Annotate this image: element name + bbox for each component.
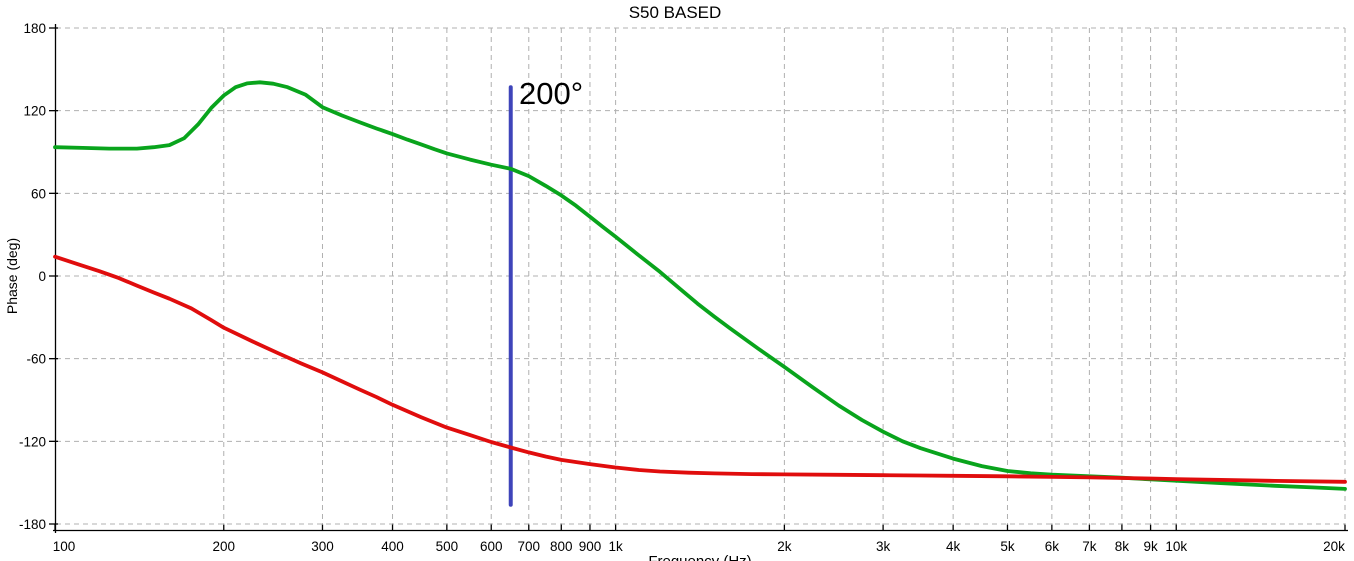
x-tick-label: 100 [53,539,76,554]
x-tick-label: 500 [436,539,459,554]
x-tick-label: 10k [1165,539,1187,554]
y-tick-label: 60 [31,186,46,201]
x-tick-label: 9k [1143,539,1158,554]
phase-difference-label: 200° [519,76,583,111]
y-tick-label: -180 [19,517,46,532]
y-tick-label: -60 [26,352,46,367]
x-tick-label: 7k [1082,539,1097,554]
x-tick-label: 600 [480,539,503,554]
x-tick-label: 3k [876,539,891,554]
x-tick-label: 5k [1000,539,1015,554]
x-tick-label: 20k [1323,539,1345,554]
x-tick-label: 700 [518,539,541,554]
x-tick-label: 400 [381,539,404,554]
x-tick-label: 6k [1045,539,1060,554]
x-tick-label: 900 [579,539,602,554]
y-axis-title: Phase (deg) [4,238,20,314]
x-tick-label: 200 [212,539,235,554]
x-tick-label: 800 [550,539,573,554]
x-tick-label: 300 [311,539,334,554]
y-tick-label: 120 [23,104,46,119]
chart-title: S50 BASED [629,3,722,22]
y-tick-label: 180 [23,21,46,36]
upper-phase-curve-line [53,80,1347,491]
x-axis-title: Frequency (Hz) [648,553,751,561]
y-tick-label: -120 [19,434,46,449]
lower-phase-curve-line [53,254,1347,484]
x-tick-label: 4k [946,539,961,554]
y-tick-label: 0 [38,269,46,284]
x-tick-label: 8k [1115,539,1130,554]
x-tick-label: 1k [608,539,623,554]
x-tick-label: 2k [777,539,792,554]
